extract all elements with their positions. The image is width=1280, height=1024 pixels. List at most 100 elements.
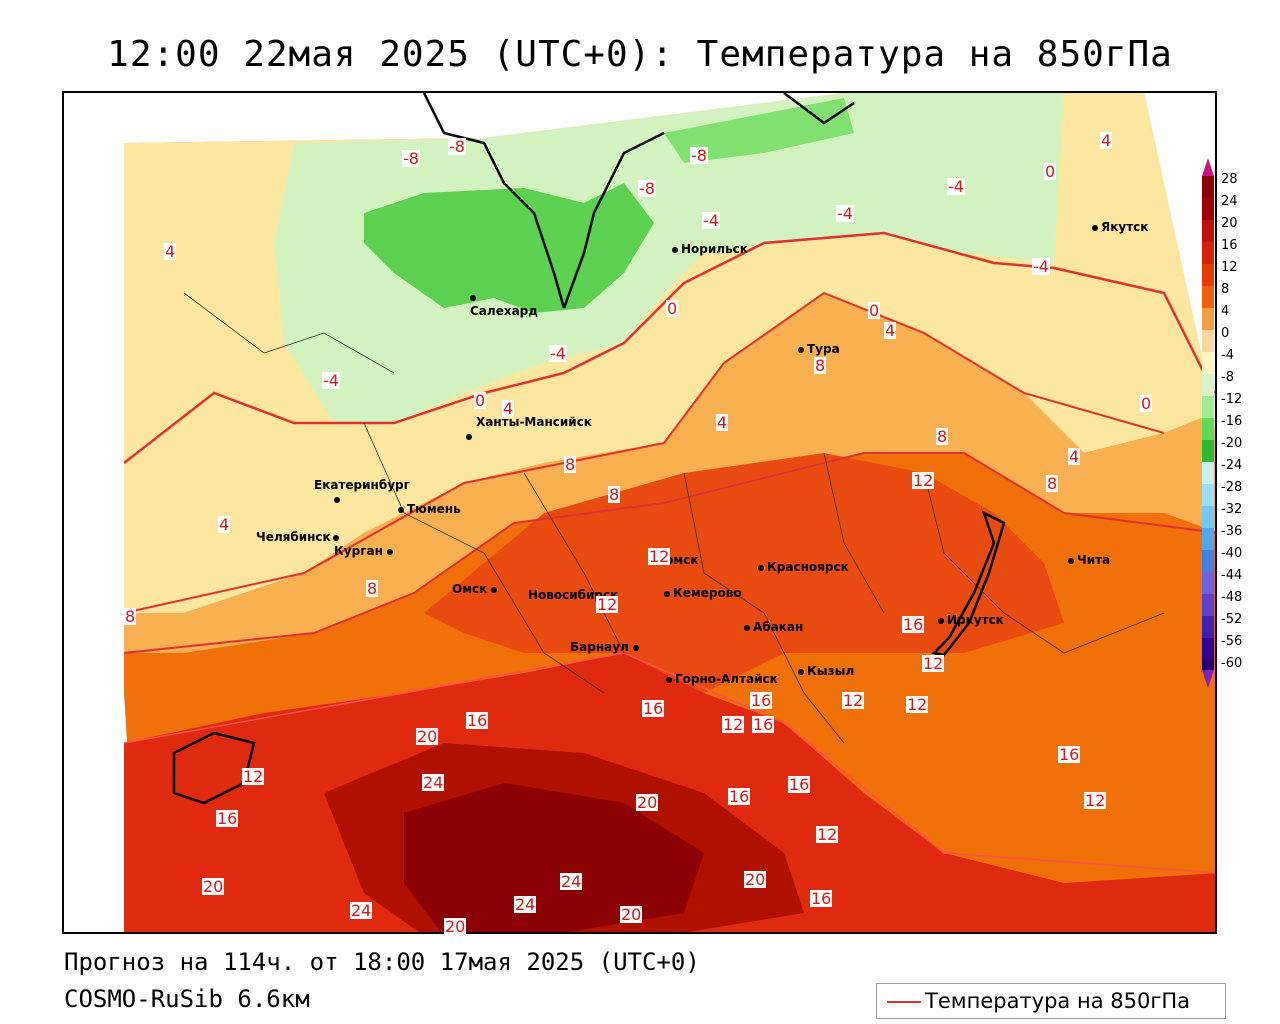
- city-label: Чита: [1077, 553, 1111, 567]
- contour-label: 20: [744, 870, 767, 889]
- contour-label: 16: [752, 715, 775, 734]
- contour-label: 20: [416, 727, 439, 746]
- contour-label: 0: [1140, 394, 1153, 413]
- city-marker: Челябинск: [256, 530, 342, 544]
- cbar-label: 8: [1221, 282, 1230, 297]
- city-dot-icon: [744, 624, 750, 631]
- city-label: Красноярск: [767, 560, 849, 574]
- city-label: Екатеринбург: [314, 478, 410, 492]
- zone-green-light: [274, 93, 1064, 423]
- city-label: Абакан: [753, 620, 804, 634]
- contour-label: -4: [836, 204, 854, 223]
- contour-label: 16: [902, 615, 925, 634]
- lake-baikal: [931, 510, 1006, 657]
- contour-label: 8: [124, 607, 137, 626]
- contour-label: -4: [1032, 257, 1050, 276]
- city-dot-icon: [334, 496, 340, 503]
- city-label: Тюмень: [407, 502, 461, 516]
- city-dot-icon: [466, 433, 472, 440]
- city-marker: Курган: [334, 544, 396, 558]
- cbar-label: -20: [1221, 436, 1243, 451]
- colorbar: 28 24 20 16 12 8 4 0 -4 -8 -12 -16 -20 -…: [1198, 158, 1278, 688]
- cbar-label: -32: [1221, 502, 1243, 517]
- cbar-label: -16: [1221, 414, 1243, 429]
- city-dot-icon: [938, 617, 944, 624]
- contour-label: 20: [620, 905, 643, 924]
- temperature-map: [62, 91, 1217, 934]
- contour-label: 8: [564, 455, 577, 474]
- city-label: Барнаул: [570, 640, 629, 654]
- contour-label: -8: [690, 146, 708, 165]
- cbar-label: -48: [1221, 590, 1243, 605]
- city-label: Иркутск: [947, 613, 1004, 627]
- contour-label: 8: [936, 427, 949, 446]
- contour-label: 12: [648, 547, 671, 566]
- contour-label: 20: [202, 877, 225, 896]
- cbar-label: -52: [1221, 612, 1243, 627]
- city-dot-icon: [1092, 224, 1098, 231]
- city-marker: Тура: [798, 342, 840, 356]
- contour-label: 12: [816, 825, 839, 844]
- contour-label: 12: [242, 767, 265, 786]
- forecast-info: Прогноз на 114ч. от 18:00 17мая 2025 (UT…: [64, 948, 700, 976]
- city-marker: Ханты-Мансийск: [466, 415, 592, 443]
- contour-label: 4: [502, 399, 515, 418]
- contour-label: 0: [868, 301, 881, 320]
- cbar-label: -8: [1221, 370, 1234, 385]
- map-title: 12:00 22мая 2025 (UTC+0): Температура на…: [107, 34, 1173, 75]
- city-dot-icon: [491, 586, 498, 593]
- contour-label: 24: [422, 773, 445, 792]
- city-label: Омск: [452, 582, 488, 596]
- city-dot-icon: [672, 246, 678, 253]
- city-dot-icon: [398, 506, 404, 513]
- zone-orange-light: [124, 293, 1215, 653]
- contour-label: 16: [788, 775, 811, 794]
- cbar-label: -40: [1221, 546, 1243, 561]
- contour-label: 4: [218, 515, 231, 534]
- city-marker: Екатеринбург: [314, 478, 410, 506]
- contour-label: 24: [514, 895, 537, 914]
- cbar-label: -24: [1221, 458, 1243, 473]
- city-marker: Кызыл: [798, 664, 854, 678]
- city-marker: Тюмень: [398, 502, 461, 516]
- city-marker: Новосибирск: [528, 588, 618, 602]
- city-dot-icon: [632, 644, 639, 651]
- zone-maroon: [404, 783, 704, 932]
- city-dot-icon: [664, 590, 670, 597]
- contour-label: 20: [636, 793, 659, 812]
- contour-label: 4: [716, 413, 729, 432]
- legend-line-swatch: [887, 1001, 921, 1003]
- contour-label: 4: [884, 321, 897, 340]
- contour-label: -4: [702, 211, 720, 230]
- cbar-label: -28: [1221, 480, 1243, 495]
- contour-label: 12: [722, 715, 745, 734]
- zone-green-mid: [664, 98, 854, 163]
- cbar-label: -44: [1221, 568, 1243, 583]
- contour-label: 24: [560, 872, 583, 891]
- city-label: Тура: [807, 342, 840, 356]
- city-label: Горно-Алтайск: [675, 672, 778, 686]
- contour-label: 0: [474, 391, 487, 410]
- city-dot-icon: [798, 668, 804, 675]
- contour-8: [123, 452, 1215, 654]
- contour-label: 16: [810, 889, 833, 908]
- city-marker: Иркутск: [938, 613, 1004, 627]
- contour-label: 24: [350, 901, 373, 920]
- city-marker: Абакан: [744, 620, 803, 634]
- cbar-label: 16: [1221, 238, 1238, 253]
- legend: Температура на 850гПа: [876, 983, 1226, 1019]
- contour-label: 8: [608, 485, 621, 504]
- city-dot-icon: [798, 346, 804, 353]
- city-dot-icon: [386, 548, 393, 555]
- contour-label: 0: [1044, 162, 1057, 181]
- city-label: Новосибирск: [528, 588, 619, 602]
- cbar-label: -36: [1221, 524, 1243, 539]
- cbar-label: -4: [1221, 348, 1234, 363]
- city-dot-icon: [470, 294, 476, 301]
- cbar-label: -12: [1221, 392, 1243, 407]
- cbar-label: -56: [1221, 634, 1243, 649]
- cbar-label: 0: [1221, 326, 1230, 341]
- contour-label: -8: [448, 137, 466, 156]
- city-marker: Кемерово: [664, 586, 742, 600]
- contour-label: 16: [216, 809, 239, 828]
